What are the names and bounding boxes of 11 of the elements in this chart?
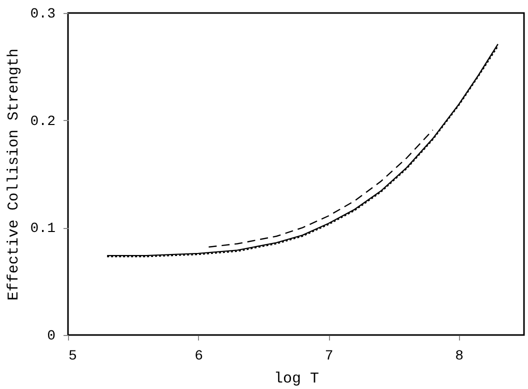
y-axis-title: Effective Collision Strength (5, 48, 22, 301)
x-tick-label: 5 (68, 348, 77, 364)
x-tick-label: 6 (194, 348, 203, 364)
x-tick-label: 8 (455, 348, 464, 364)
y-tick-label: 0.1 (30, 221, 56, 238)
y-tick-label: 0 (47, 328, 56, 344)
y-tick-label: 0.2 (30, 114, 56, 130)
y-tick-label: 0.3 (30, 6, 56, 22)
x-tick-label: 7 (324, 348, 334, 364)
line-series (208, 129, 434, 248)
x-axis-title: log T (274, 370, 320, 388)
